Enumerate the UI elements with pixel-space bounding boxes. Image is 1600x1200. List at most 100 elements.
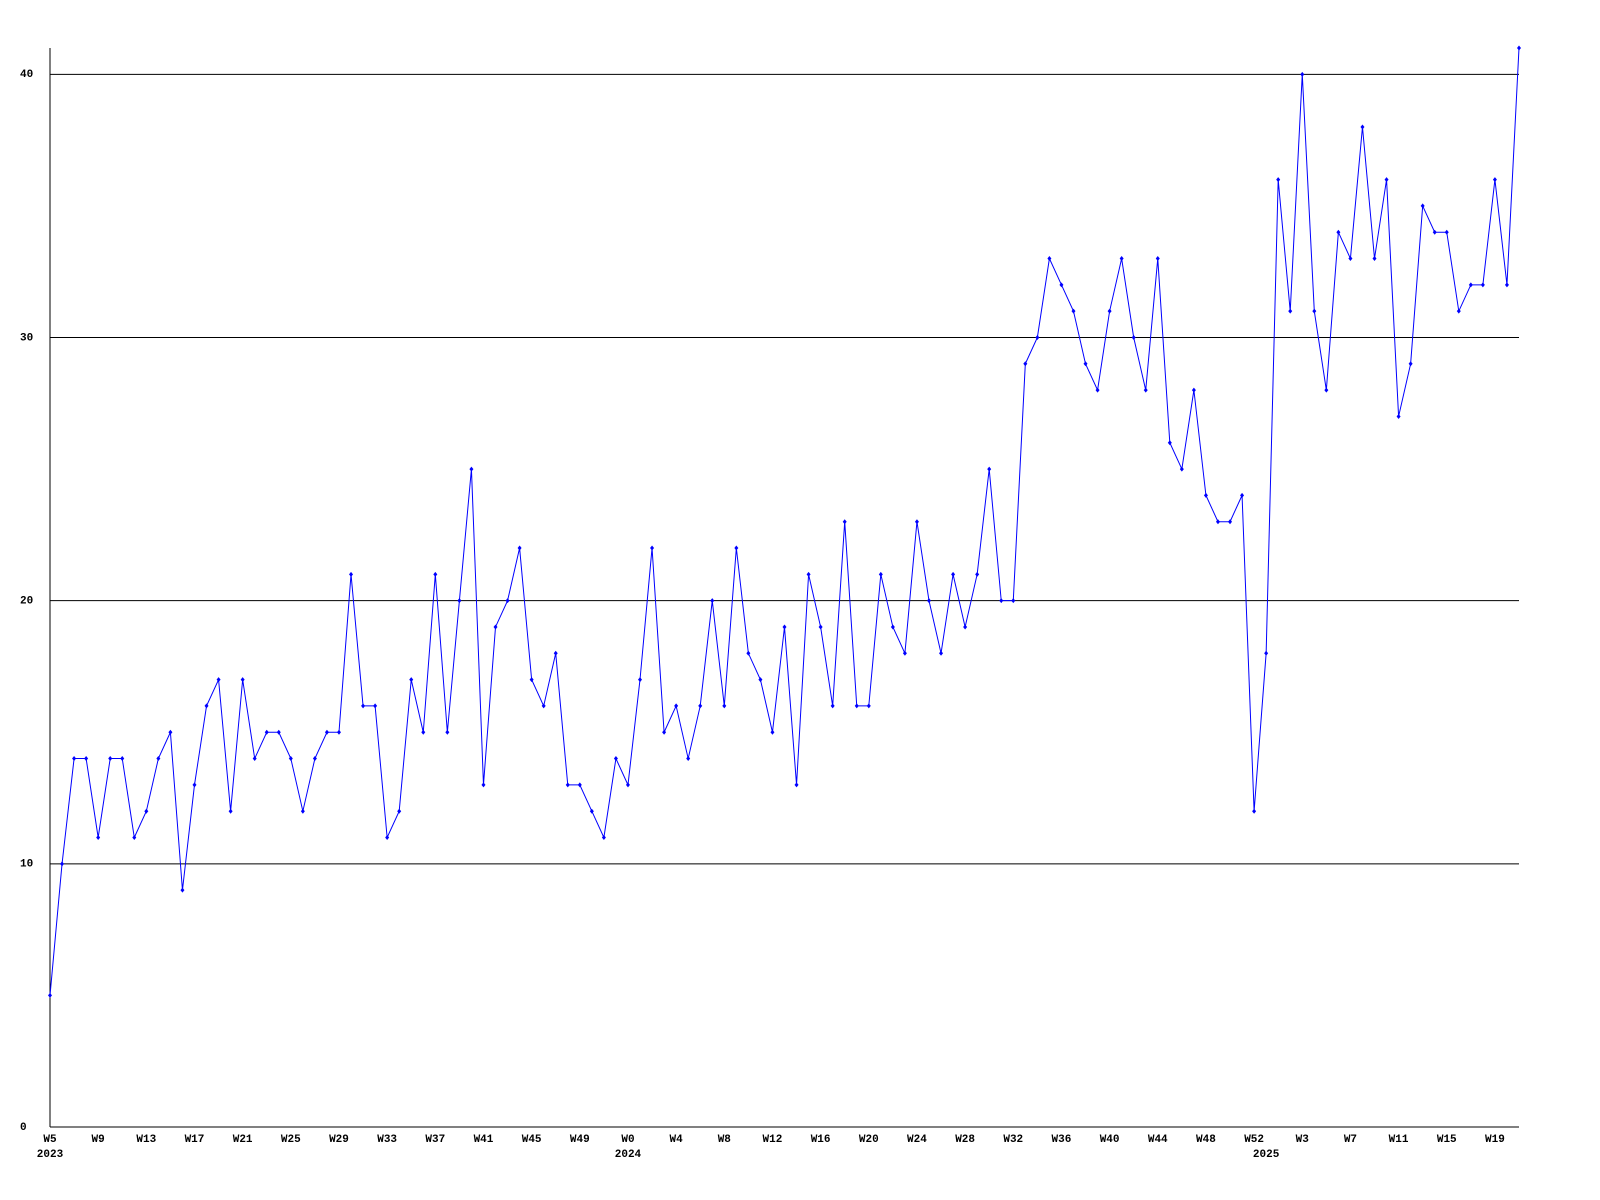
data-point bbox=[1372, 256, 1377, 262]
data-point bbox=[336, 729, 341, 735]
data-point bbox=[180, 887, 185, 893]
data-point bbox=[1119, 256, 1124, 262]
x-tick-label: W20 bbox=[859, 1134, 879, 1146]
data-point bbox=[457, 598, 462, 604]
data-point bbox=[240, 677, 245, 683]
data-point bbox=[758, 677, 763, 683]
data-point bbox=[1480, 282, 1485, 288]
data-point bbox=[541, 703, 546, 709]
x-tick-label: W45 bbox=[522, 1134, 542, 1146]
data-point bbox=[975, 571, 980, 577]
data-point bbox=[1228, 519, 1233, 525]
x-year-label: 2023 bbox=[37, 1149, 64, 1161]
data-point bbox=[421, 729, 426, 735]
x-tick-label: W49 bbox=[570, 1134, 590, 1146]
data-point bbox=[120, 756, 125, 762]
x-tick-label: W24 bbox=[907, 1134, 927, 1146]
data-point bbox=[300, 808, 305, 814]
data-point bbox=[1203, 492, 1208, 498]
data-point bbox=[192, 782, 197, 788]
data-point bbox=[48, 992, 52, 998]
data-point bbox=[108, 756, 113, 762]
data-point bbox=[926, 598, 931, 604]
data-point bbox=[1023, 361, 1028, 367]
data-point bbox=[770, 729, 775, 735]
data-point bbox=[84, 756, 89, 762]
data-point bbox=[1336, 229, 1341, 235]
y-tick-label: 20 bbox=[20, 596, 33, 608]
x-tick-label: W52 bbox=[1244, 1134, 1264, 1146]
data-point bbox=[1384, 177, 1389, 183]
data-point bbox=[1179, 466, 1184, 472]
data-point bbox=[686, 756, 691, 762]
x-tick-label: W13 bbox=[136, 1134, 156, 1146]
data-point bbox=[505, 598, 510, 604]
data-point bbox=[204, 703, 209, 709]
data-point bbox=[276, 729, 281, 735]
x-year-label: 2024 bbox=[615, 1149, 642, 1161]
data-point bbox=[60, 861, 65, 867]
data-point bbox=[397, 808, 402, 814]
data-point bbox=[746, 650, 751, 656]
data-point bbox=[433, 571, 438, 577]
data-point bbox=[878, 571, 883, 577]
data-point bbox=[1348, 256, 1353, 262]
data-point bbox=[890, 624, 895, 630]
data-point bbox=[373, 703, 378, 709]
data-point bbox=[288, 756, 293, 762]
data-point bbox=[553, 650, 558, 656]
data-point bbox=[493, 624, 498, 630]
data-point bbox=[1360, 124, 1365, 130]
x-tick-label: W44 bbox=[1148, 1134, 1168, 1146]
data-point bbox=[613, 756, 618, 762]
data-point bbox=[264, 729, 269, 735]
y-tick-label: 10 bbox=[20, 859, 33, 871]
x-tick-label: W9 bbox=[92, 1134, 105, 1146]
x-tick-label: W21 bbox=[233, 1134, 253, 1146]
data-point bbox=[662, 729, 667, 735]
x-tick-label: W7 bbox=[1344, 1134, 1357, 1146]
data-point bbox=[589, 808, 594, 814]
data-point bbox=[625, 782, 630, 788]
data-point bbox=[1095, 387, 1100, 393]
data-point bbox=[1312, 308, 1317, 314]
data-point bbox=[674, 703, 679, 709]
data-point bbox=[1408, 361, 1413, 367]
data-point bbox=[638, 677, 643, 683]
data-point bbox=[1276, 177, 1281, 183]
data-point bbox=[1215, 519, 1220, 525]
x-tick-label: W32 bbox=[1003, 1134, 1023, 1146]
data-point bbox=[252, 756, 257, 762]
data-point bbox=[1107, 308, 1112, 314]
data-point bbox=[830, 703, 835, 709]
data-point bbox=[1252, 808, 1257, 814]
data-point bbox=[806, 571, 811, 577]
data-point bbox=[782, 624, 787, 630]
data-point bbox=[481, 782, 486, 788]
data-point bbox=[72, 756, 77, 762]
data-point bbox=[951, 571, 956, 577]
data-point bbox=[1143, 387, 1148, 393]
series-line bbox=[49, 47, 1520, 996]
x-tick-label: W40 bbox=[1100, 1134, 1120, 1146]
data-point bbox=[939, 650, 944, 656]
data-point bbox=[577, 782, 582, 788]
data-point bbox=[1324, 387, 1329, 393]
data-point bbox=[987, 466, 992, 472]
data-point bbox=[1059, 282, 1064, 288]
x-tick-label: W16 bbox=[811, 1134, 831, 1146]
x-tick-label: W4 bbox=[670, 1134, 684, 1146]
x-tick-label: W36 bbox=[1052, 1134, 1072, 1146]
data-point bbox=[385, 835, 390, 841]
data-point bbox=[361, 703, 366, 709]
data-point bbox=[601, 835, 606, 841]
data-point bbox=[517, 545, 522, 551]
data-point bbox=[1047, 256, 1052, 262]
data-point bbox=[132, 835, 137, 841]
data-point bbox=[168, 729, 173, 735]
x-tick-label: W41 bbox=[474, 1134, 494, 1146]
y-tick-label: 0 bbox=[20, 1122, 27, 1134]
data-point bbox=[818, 624, 823, 630]
